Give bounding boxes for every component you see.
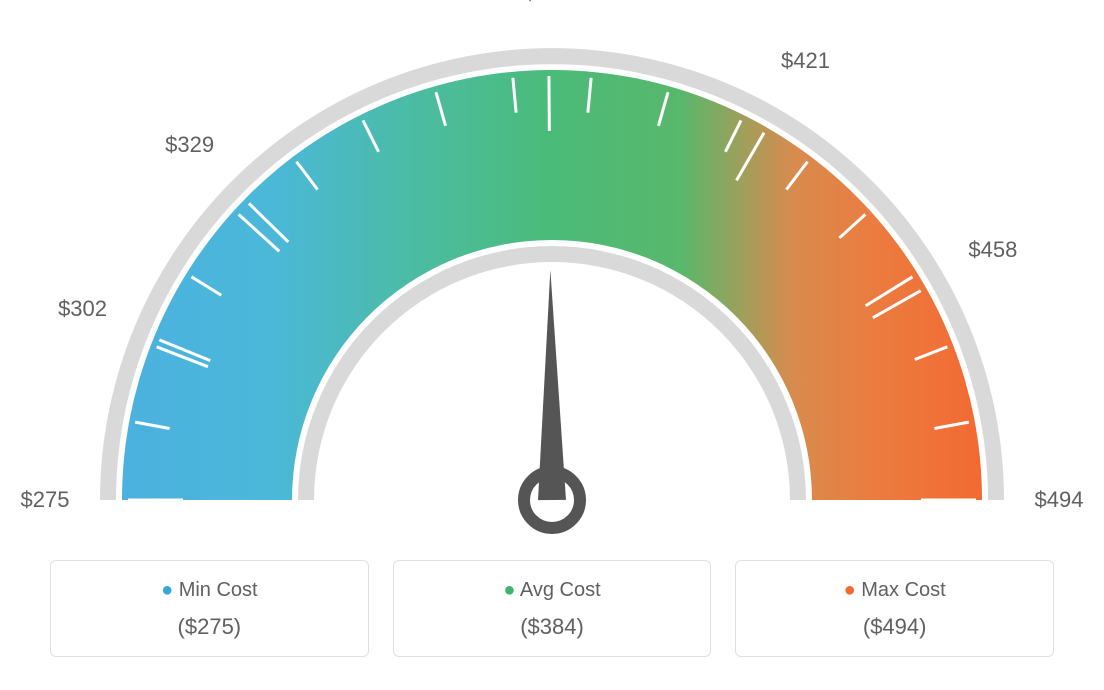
legend-min-box: Min Cost ($275) (50, 560, 369, 657)
legend-avg-title: Avg Cost (404, 579, 701, 602)
legend-row: Min Cost ($275) Avg Cost ($384) Max Cost… (0, 560, 1104, 657)
legend-min-value: ($275) (61, 614, 358, 640)
legend-max-box: Max Cost ($494) (735, 560, 1054, 657)
gauge-tick-label: $421 (781, 48, 830, 74)
gauge-tick-label: $458 (968, 237, 1017, 263)
gauge-tick-label: $302 (58, 296, 107, 322)
gauge-tick-label: $494 (1035, 487, 1084, 513)
gauge-tick-label: $329 (165, 132, 214, 158)
legend-max-value: ($494) (746, 614, 1043, 640)
legend-avg-value: ($384) (404, 614, 701, 640)
legend-max-title: Max Cost (746, 579, 1043, 602)
legend-avg-box: Avg Cost ($384) (393, 560, 712, 657)
gauge-svg (0, 0, 1104, 560)
gauge-chart: $275 $302 $329 $384 $421 $458 $494 (0, 0, 1104, 560)
gauge-tick-label: $275 (21, 487, 70, 513)
legend-min-title: Min Cost (61, 579, 358, 602)
gauge-tick-label: $384 (524, 0, 573, 6)
